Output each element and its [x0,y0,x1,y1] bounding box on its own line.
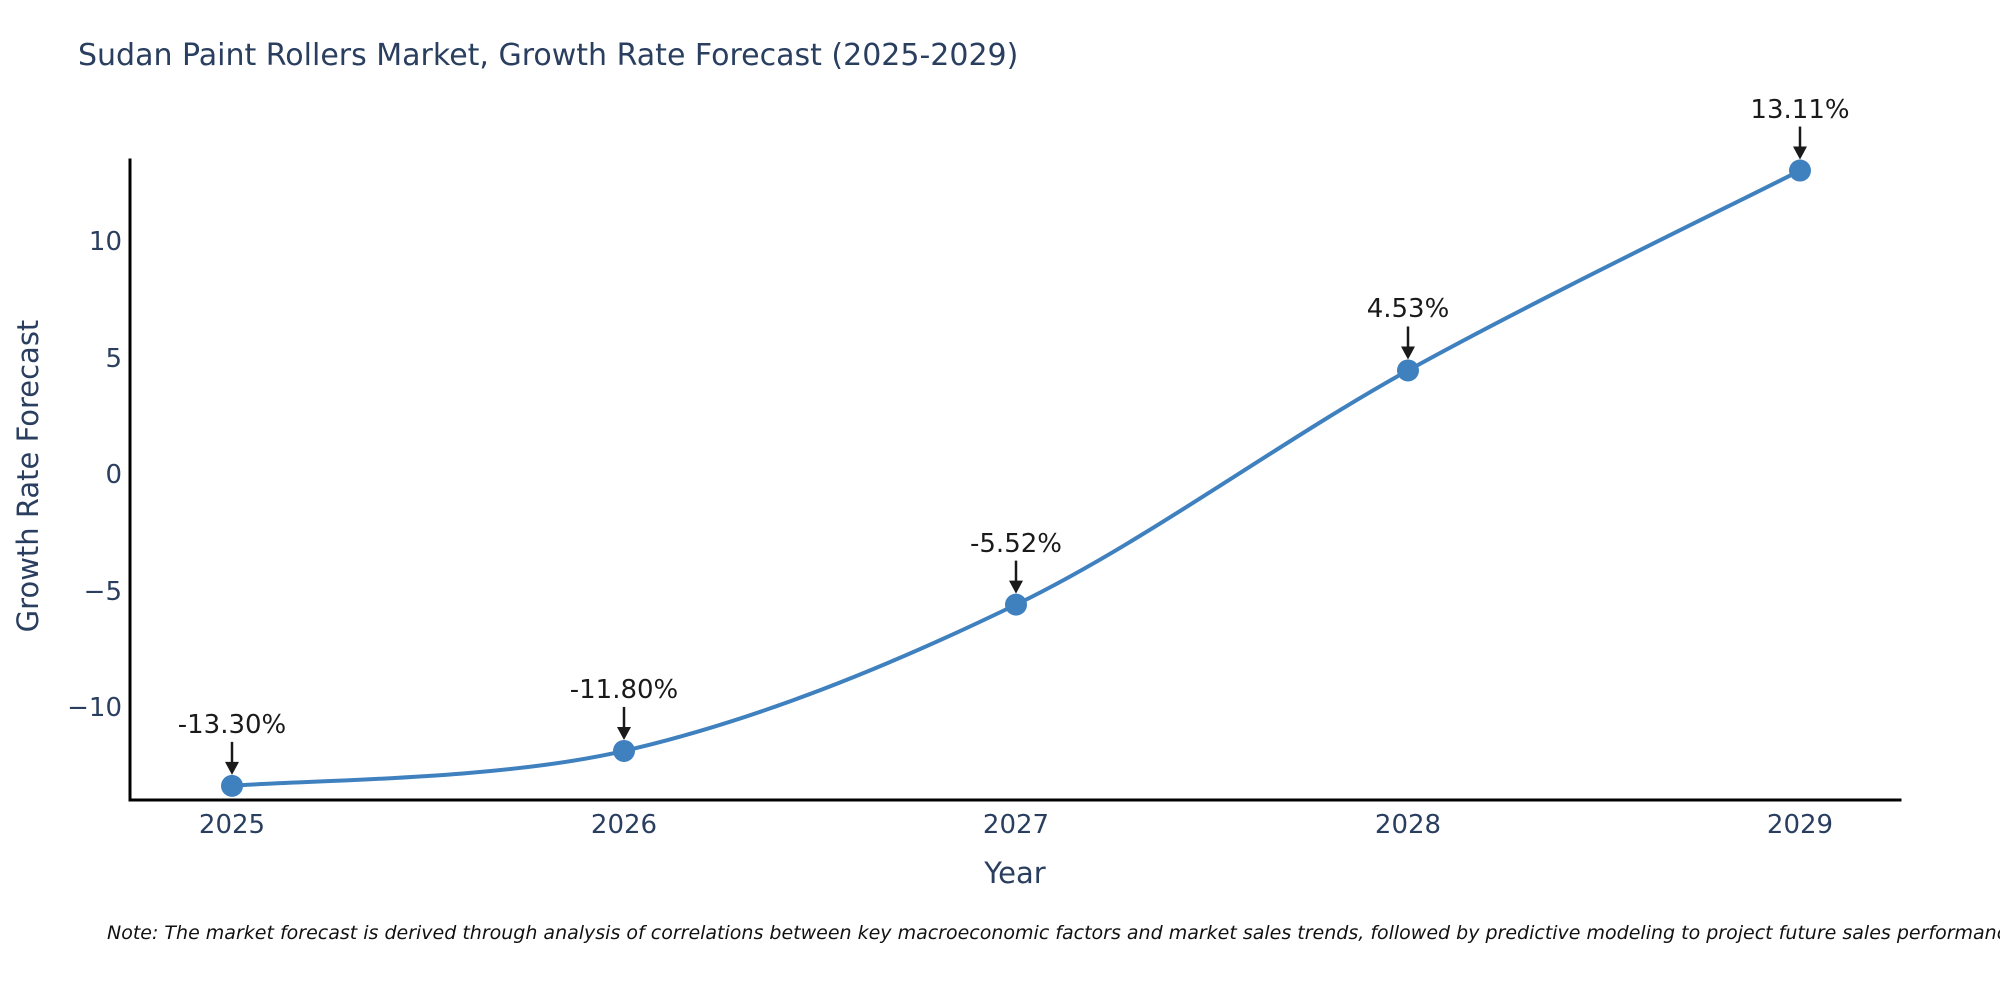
x-tick-label-2028: 2028 [1374,810,1442,840]
annotation-arrowhead-icon [225,761,239,775]
x-tick-label-2027: 2027 [982,810,1050,840]
data-point-2026[interactable] [613,739,635,762]
x-tick-label-2026: 2026 [590,810,658,840]
data-point-2025[interactable] [221,774,243,797]
x-tick-label-2029: 2029 [1766,810,1834,840]
point-label-2029: 13.11% [1750,94,1850,125]
annotation-arrowhead-icon [1401,346,1415,360]
data-point-2027[interactable] [1005,593,1027,616]
point-label-2028: 4.53% [1366,294,1450,325]
data-point-2029[interactable] [1789,159,1811,182]
x-axis-title: Year [984,856,1046,890]
annotation-arrowhead-icon [617,726,631,740]
axis-lines [128,158,1902,802]
y-tick-label: 5 [105,343,122,374]
data-point-2028[interactable] [1397,359,1419,382]
y-tick-label: −5 [83,576,122,607]
annotation-arrowhead-icon [1009,580,1023,594]
footnote: Note: The market forecast is derived thr… [107,922,2000,944]
x-tick-label-2025: 2025 [198,810,266,840]
point-label-2025: -13.30% [177,709,287,740]
y-tick-label: −10 [67,693,122,723]
annotation-arrowhead-icon [1793,146,1807,160]
point-label-2027: -5.52% [970,528,1062,559]
y-tick-label: 0 [105,460,122,490]
point-label-2026: -11.80% [569,674,679,705]
y-tick-label: 10 [88,227,122,257]
series-line [231,168,1801,788]
y-axis-title: Growth Rate Forecast [11,319,45,633]
chart-title: Sudan Paint Rollers Market, Growth Rate … [78,38,1019,73]
